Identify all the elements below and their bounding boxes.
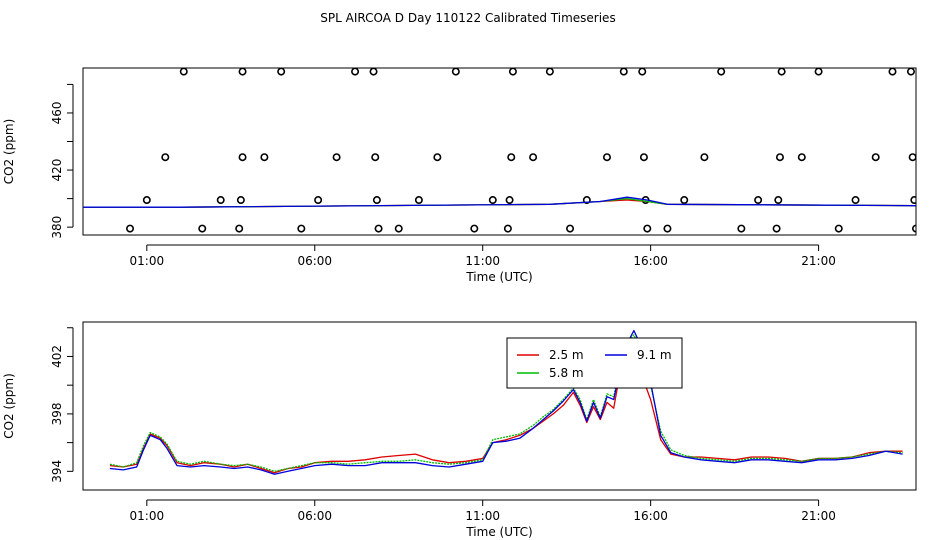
flag-point xyxy=(314,196,323,205)
flag-point xyxy=(507,153,516,162)
flag-point xyxy=(545,68,554,76)
flag-point xyxy=(236,196,245,205)
flag-point xyxy=(910,196,916,205)
y-tick-label: 380 xyxy=(50,216,64,239)
flag-point xyxy=(643,224,652,233)
flag-point xyxy=(179,68,188,76)
legend-label: 2.5 m xyxy=(549,348,584,362)
flag-point xyxy=(235,224,244,233)
flag-point xyxy=(774,196,783,205)
series-line-91m xyxy=(83,196,916,208)
flag-point xyxy=(772,224,781,233)
flag-point xyxy=(700,153,709,162)
x-tick-label: 16:00 xyxy=(633,254,668,268)
flag-point xyxy=(372,196,381,205)
x-tick-label: 16:00 xyxy=(633,509,668,523)
flag-point xyxy=(888,68,897,76)
flag-point xyxy=(216,196,225,205)
x-axis-label: Time (UTC) xyxy=(465,525,532,539)
flag-point xyxy=(619,68,628,76)
flag-point xyxy=(834,224,843,233)
series-line-58m xyxy=(83,197,916,208)
flag-point xyxy=(814,68,823,76)
flag-point xyxy=(505,196,514,205)
flag-point xyxy=(332,153,341,162)
flag-point xyxy=(639,153,648,162)
x-tick-label: 11:00 xyxy=(465,254,500,268)
y-tick-label: 402 xyxy=(50,345,64,368)
flag-point xyxy=(371,153,380,162)
flag-point xyxy=(775,153,784,162)
flag-point xyxy=(238,68,247,76)
flag-point xyxy=(680,196,689,205)
flag-point xyxy=(717,68,726,76)
flag-point xyxy=(198,224,207,233)
flag-point xyxy=(906,68,915,76)
flag-point xyxy=(638,68,647,76)
y-tick-label: 398 xyxy=(50,402,64,425)
x-axis-label: Time (UTC) xyxy=(465,270,532,284)
flag-point xyxy=(297,224,306,233)
plot-frame xyxy=(82,67,917,236)
x-tick-label: 21:00 xyxy=(801,509,836,523)
y-axis-label: CO2 (ppm) xyxy=(2,373,16,439)
flag-point xyxy=(260,153,269,162)
series-line-58m xyxy=(109,334,903,472)
flag-point xyxy=(566,224,575,233)
flag-point xyxy=(414,196,423,205)
figure-title: SPL AIRCOA D Day 110122 Calibrated Times… xyxy=(320,11,615,25)
y-tick-label: 460 xyxy=(50,102,64,125)
x-tick-label: 06:00 xyxy=(297,254,332,268)
flag-point xyxy=(503,224,512,233)
flag-point xyxy=(777,68,786,76)
flag-point xyxy=(529,153,538,162)
flag-point xyxy=(663,224,672,233)
legend: 2.5 m 5.8 m 9.1 m xyxy=(506,337,683,389)
flag-point xyxy=(161,153,170,162)
flag-point xyxy=(374,224,383,233)
panel-top-all-points: 01:00 06:00 11:00 16:00 21:00 Time (UTC) 380 42… xyxy=(2,67,917,284)
flag-point xyxy=(470,224,479,233)
plot-frame xyxy=(82,321,917,491)
series-line-25m xyxy=(83,199,916,208)
x-tick-label: 06:00 xyxy=(297,509,332,523)
series-line-25m xyxy=(109,347,903,474)
flag-point xyxy=(851,196,860,205)
flag-point xyxy=(451,68,460,76)
flag-point xyxy=(508,68,517,76)
flag-point xyxy=(488,196,497,205)
flag-point xyxy=(737,224,746,233)
y-axis-label: CO2 (ppm) xyxy=(2,119,16,185)
flag-point xyxy=(238,153,247,162)
y-tick-label: 394 xyxy=(50,460,64,483)
flag-point xyxy=(912,224,916,233)
flag-point xyxy=(277,68,286,76)
legend-label: 5.8 m xyxy=(549,366,584,380)
series-line-91m xyxy=(109,329,903,475)
data-layer xyxy=(109,329,903,475)
x-tick-label: 01:00 xyxy=(130,254,165,268)
data-layer xyxy=(83,68,916,233)
legend-label: 9.1 m xyxy=(637,348,672,362)
flag-point xyxy=(908,153,916,162)
flag-point xyxy=(582,196,591,205)
flag-point xyxy=(433,153,442,162)
legend-box xyxy=(506,337,683,389)
flag-point xyxy=(142,196,151,205)
panel-bottom-filtered: 01:00 06:00 11:00 16:00 21:00 Time (UTC) 394 39… xyxy=(2,321,917,539)
x-tick-label: 11:00 xyxy=(465,509,500,523)
flag-point xyxy=(754,196,763,205)
x-tick-label: 21:00 xyxy=(801,254,836,268)
y-tick-label: 420 xyxy=(50,159,64,182)
flag-point xyxy=(394,224,403,233)
flag-point xyxy=(369,68,378,76)
flag-point xyxy=(351,68,360,76)
flag-point xyxy=(871,153,880,162)
flag-point xyxy=(126,224,135,233)
flag-point xyxy=(797,153,806,162)
flag-point xyxy=(602,153,611,162)
x-tick-label: 01:00 xyxy=(130,509,165,523)
